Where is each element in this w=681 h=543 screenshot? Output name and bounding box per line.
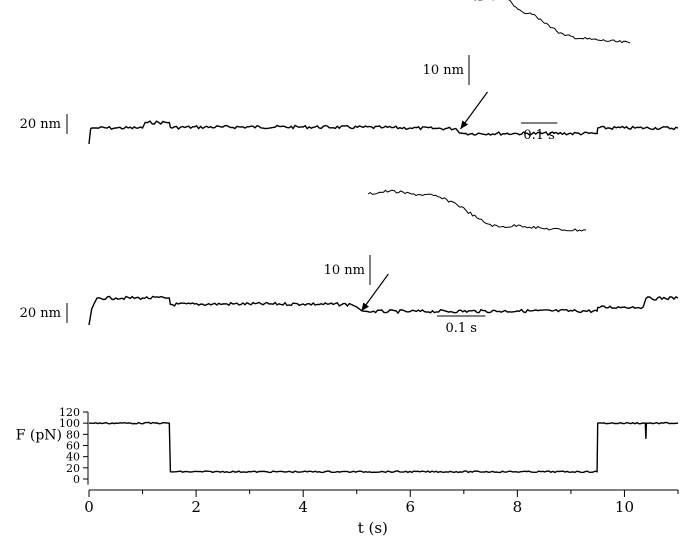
top-arrow-head: [460, 120, 469, 129]
top-scale-bar-label: 20 nm: [20, 117, 61, 132]
force-y-tick-label: 40: [66, 451, 80, 464]
force-y-tick-label: 100: [59, 417, 80, 430]
bottom-inset-y-scale-label: 10 nm: [324, 263, 365, 278]
top-trace-line: [88, 120, 679, 145]
top-trace-panel: 20 nm 10 nm 0.1 s: [20, 0, 679, 145]
x-tick-label: 8: [513, 498, 523, 516]
x-tick-label: 10: [615, 498, 634, 516]
force-y-tick-label: 60: [66, 440, 80, 453]
force-y-tick-label: 20: [66, 462, 80, 475]
x-tick-label: 0: [84, 498, 94, 516]
x-ticks: 0 2 4 6 8 10: [84, 490, 679, 516]
force-y-tick-label: 80: [66, 428, 80, 441]
x-tick-label: 4: [298, 498, 308, 516]
force-y-tick-label: 120: [59, 406, 80, 419]
bottom-arrow-head: [361, 302, 369, 311]
top-inset-x-scale-label: 0.1 s: [523, 128, 554, 143]
force-y-axis-label: F (pN): [16, 427, 62, 443]
bottom-trace-line: [88, 295, 679, 326]
bottom-scale-bar-label: 20 nm: [20, 306, 61, 321]
bottom-inset-x-scale-label: 0.1 s: [445, 321, 476, 336]
x-tick-label: 6: [405, 498, 415, 516]
bottom-inset-trace: [367, 189, 587, 232]
x-tick-label: 2: [191, 498, 201, 516]
top-inset-trace: [474, 0, 631, 44]
force-trace-line: [89, 421, 679, 474]
top-inset-y-scale-label: 10 nm: [423, 63, 464, 78]
bottom-trace-panel: 20 nm 10 nm 0.1 s: [20, 189, 679, 336]
x-axis-label: t (s): [358, 519, 388, 537]
force-y-tick-label: 0: [73, 473, 80, 486]
